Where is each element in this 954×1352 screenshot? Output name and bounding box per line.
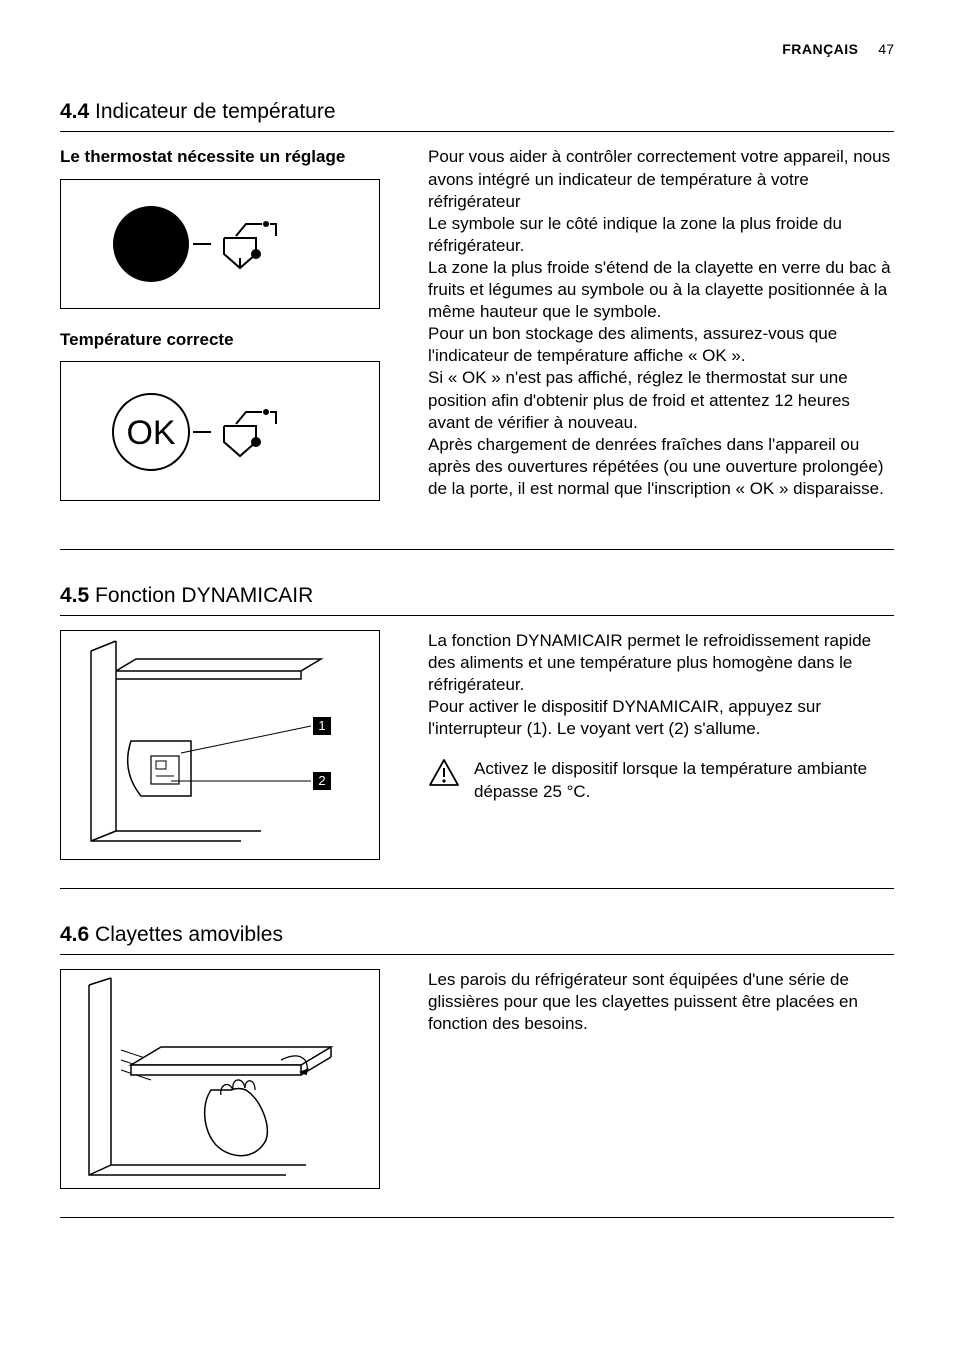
section-4-5-heading: 4.5 Fonction DYNAMICAIR: [60, 582, 894, 616]
section-4-5-left: 1 2: [60, 630, 400, 860]
section-4-4-text: Pour vous aider à contrôler correctement…: [428, 146, 894, 500]
thermostat-needs-adjust-heading: Le thermostat nécessite un réglage: [60, 146, 400, 168]
section-4-4-body: Le thermostat nécessite un réglage: [60, 146, 894, 549]
section-4-6-number: 4.6: [60, 923, 89, 946]
page-header: FRANÇAIS 47: [60, 40, 894, 58]
section-4-6-text: Les parois du réfrigérateur sont équipée…: [428, 969, 894, 1035]
warning-icon: [428, 758, 460, 794]
section-4-4-number: 4.4: [60, 100, 89, 123]
section-4-4-left: Le thermostat nécessite un réglage: [60, 146, 400, 520]
thermostat-adjust-icon: [61, 180, 379, 308]
section-4-5-number: 4.5: [60, 584, 89, 607]
figure-thermostat-adjust: [60, 179, 380, 309]
warning-note: Activez le dispositif lorsque la tempéra…: [428, 758, 894, 802]
figure-dynamicair: 1 2: [60, 630, 380, 860]
figure-removable-shelves: [60, 969, 380, 1189]
section-4-6-body: Les parois du réfrigérateur sont équipée…: [60, 969, 894, 1218]
section-4-5-body: 1 2 La fonction DYNAMICAIR permet le ref…: [60, 630, 894, 889]
temperature-ok-icon: OK: [61, 362, 379, 500]
section-4-4-title: Indicateur de température: [95, 100, 335, 123]
temperature-correct-heading: Température correcte: [60, 329, 400, 351]
header-language: FRANÇAIS: [782, 41, 858, 57]
section-4-4-heading: 4.4 Indicateur de température: [60, 98, 894, 132]
dynamicair-diagram-icon: [61, 631, 379, 859]
section-4-5-title: Fonction DYNAMICAIR: [95, 584, 313, 607]
section-4-5-text: La fonction DYNAMICAIR permet le refroid…: [428, 630, 894, 740]
shelves-diagram-icon: [61, 970, 379, 1188]
callout-2: 2: [313, 772, 331, 790]
section-4-4-right: Pour vous aider à contrôler correctement…: [428, 146, 894, 520]
section-4-6-heading: 4.6 Clayettes amovibles: [60, 921, 894, 955]
section-4-6-title: Clayettes amovibles: [95, 923, 283, 946]
warning-text: Activez le dispositif lorsque la tempéra…: [474, 758, 894, 802]
section-4-6-left: [60, 969, 400, 1189]
ok-label: OK: [126, 414, 175, 452]
section-4-5-right: La fonction DYNAMICAIR permet le refroid…: [428, 630, 894, 860]
section-4-6-right: Les parois du réfrigérateur sont équipée…: [428, 969, 894, 1189]
callout-1: 1: [313, 717, 331, 735]
header-page-number: 47: [878, 41, 894, 57]
figure-temperature-ok: OK: [60, 361, 380, 501]
